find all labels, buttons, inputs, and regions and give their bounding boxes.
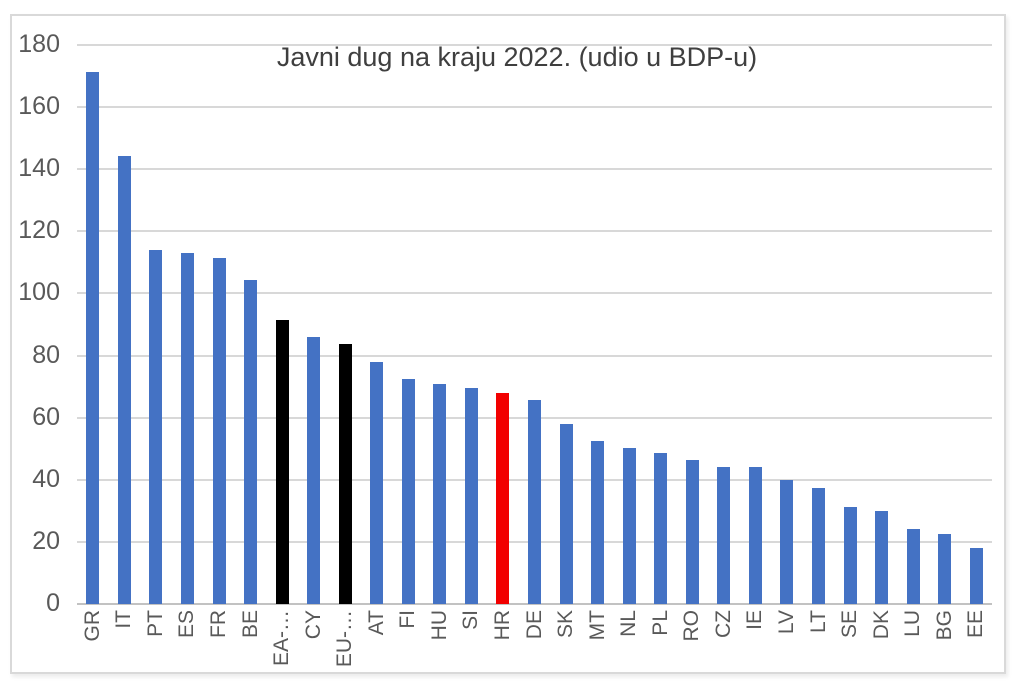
bar-DK (875, 510, 889, 604)
x-axis-tick-label-RO: RO (680, 610, 704, 642)
bar-MT (591, 441, 605, 604)
y-axis-tick-label-80: 80 (32, 340, 60, 369)
x-axis-tick-label-FI: FI (396, 610, 420, 629)
x-axis-tick-label-DK: DK (869, 610, 893, 640)
bar-EA-… (275, 319, 289, 604)
x-axis-tick-label-MT: MT (585, 610, 609, 641)
x-axis-tick-label-BE: BE (238, 610, 262, 639)
x-axis-tick-label-ES: ES (175, 610, 199, 639)
bar-ES (180, 253, 194, 604)
x-axis-tick-label-LT: LT (806, 610, 830, 633)
bar-LV (780, 479, 794, 604)
bar-RO (685, 459, 699, 604)
x-axis-line (77, 603, 992, 605)
chart-frame: Javni dug na kraju 2022. (udio u BDP-u) … (10, 14, 1006, 674)
bar-PT (149, 250, 163, 604)
y-axis-tick-label-140: 140 (18, 154, 60, 183)
gridline-y-100 (77, 292, 992, 295)
y-axis-tick-label-120: 120 (18, 216, 60, 245)
bar-NL (622, 448, 636, 604)
bar-HR (496, 393, 510, 604)
bar-SK (559, 423, 573, 604)
bar-CZ (717, 466, 731, 604)
gridline-y-140 (77, 168, 992, 171)
x-axis-tick-label-HR: HR (490, 610, 514, 641)
x-axis-tick-label-AT: AT (364, 610, 388, 636)
bar-HU (433, 383, 447, 604)
bar-GR (86, 72, 100, 604)
x-axis-tick-label-LU: LU (901, 610, 925, 637)
bar-DE (528, 399, 541, 604)
bar-LU (906, 528, 920, 604)
y-axis-tick-label-160: 160 (18, 92, 60, 121)
y-axis-tick-label-60: 60 (32, 402, 60, 431)
gridline-y-180 (77, 44, 992, 46)
bar-EU-… (338, 344, 352, 604)
bar-EE (969, 547, 983, 604)
bar-FR (212, 258, 226, 604)
x-axis-tick-label-FR: FR (207, 610, 230, 638)
bar-PL (654, 453, 668, 604)
x-axis-tick-label-DE: DE (522, 610, 546, 640)
y-axis-tick-label-180: 180 (18, 30, 60, 58)
x-axis-tick-label-SE: SE (838, 610, 861, 639)
bar-SE (843, 507, 857, 604)
x-axis-tick-label-CY: CY (301, 610, 325, 640)
y-axis-tick-label-20: 20 (32, 526, 60, 555)
x-axis-tick-label-BG: BG (932, 610, 956, 641)
x-axis-tick-label-IE: IE (743, 610, 767, 630)
bar-BE (244, 280, 257, 604)
bar-FI (401, 378, 415, 604)
y-axis-tick-label-100: 100 (18, 278, 60, 307)
y-axis-tick-label-0: 0 (46, 589, 60, 617)
y-axis-tick-label-40: 40 (32, 464, 60, 493)
bar-AT (370, 362, 384, 604)
x-axis-tick-label-GR: GR (80, 610, 104, 642)
x-axis-tick-label-IT: IT (112, 610, 136, 629)
x-axis-tick-label-LV: LV (774, 610, 798, 635)
bar-IE (748, 467, 762, 604)
gridline-y-120 (77, 230, 992, 233)
x-axis-tick-label-SK: SK (554, 610, 578, 639)
x-axis-tick-label-EU-…: EU-… (333, 610, 357, 668)
chart-title: Javni dug na kraju 2022. (udio u BDP-u) (276, 42, 758, 72)
x-axis-tick-label-EE: EE (964, 610, 988, 639)
x-axis-tick-label-NL: NL (617, 610, 641, 637)
x-axis-tick-label-SI: SI (459, 610, 483, 630)
gridline-y-160 (77, 106, 992, 109)
bar-SI (464, 388, 478, 604)
gridline-y-80 (77, 354, 992, 357)
bar-CY (307, 336, 321, 604)
x-axis-tick-label-CZ: CZ (711, 610, 735, 638)
x-axis-tick-label-EA-…: EA-… (270, 610, 294, 667)
x-axis-tick-label-PL: PL (648, 610, 672, 636)
bar-IT (117, 155, 131, 604)
bar-BG (938, 533, 952, 604)
x-axis-tick-label-PT: PT (143, 610, 167, 637)
bar-LT (812, 487, 825, 604)
x-axis-tick-label-HU: HU (427, 610, 451, 641)
